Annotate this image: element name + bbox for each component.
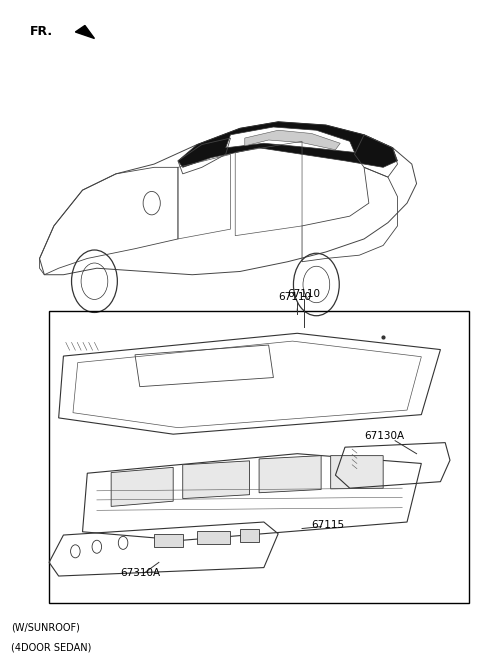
Bar <box>240 529 259 542</box>
Polygon shape <box>226 127 355 152</box>
Text: 67110: 67110 <box>278 292 311 302</box>
Polygon shape <box>178 122 397 167</box>
Bar <box>49 310 469 604</box>
Polygon shape <box>259 456 321 493</box>
Text: (W/SUNROOF): (W/SUNROOF) <box>11 623 80 633</box>
Bar <box>154 534 183 546</box>
Bar <box>197 531 230 544</box>
Text: FR.: FR. <box>30 26 53 39</box>
Text: 67110: 67110 <box>288 289 321 299</box>
Polygon shape <box>111 467 173 506</box>
Polygon shape <box>75 26 95 39</box>
Text: 67130A: 67130A <box>364 431 404 441</box>
Polygon shape <box>245 131 340 150</box>
Text: (4DOOR SEDAN): (4DOOR SEDAN) <box>11 642 91 653</box>
Text: 67310A: 67310A <box>120 568 161 578</box>
Polygon shape <box>331 456 383 489</box>
Text: 67115: 67115 <box>312 520 345 529</box>
Polygon shape <box>183 461 250 499</box>
